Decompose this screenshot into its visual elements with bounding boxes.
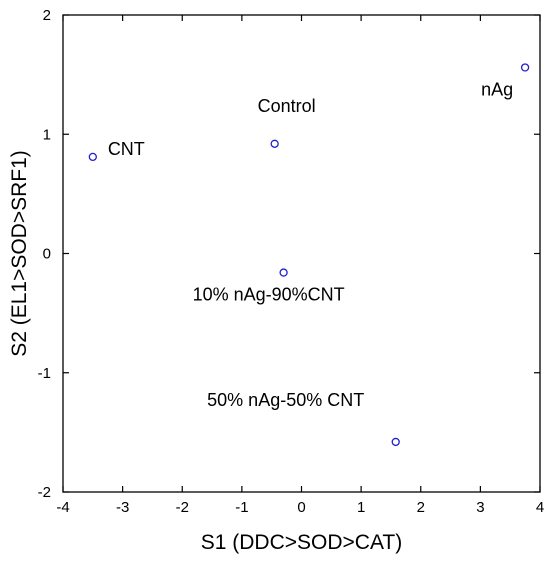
data-point xyxy=(391,437,400,447)
data-point xyxy=(270,139,279,148)
x-tick-label: 3 xyxy=(476,499,484,516)
x-tick-label: 0 xyxy=(297,499,305,516)
point-label: 10% nAg-90%CNT xyxy=(193,285,345,305)
x-tick-label: 1 xyxy=(357,499,365,516)
x-axis-title: S1 (DDC>SOD>CAT) xyxy=(201,531,402,554)
x-tick-label: -2 xyxy=(176,499,189,516)
x-tick-label: -1 xyxy=(235,499,248,516)
y-axis-title: S2 (EL1>SOD>SRF1) xyxy=(8,150,31,357)
point-labels: CNT Control nAg 10% nAg-90%CNT 50% nAg-50% C… xyxy=(108,79,513,409)
point-label: CNT xyxy=(108,139,145,159)
data-point xyxy=(520,63,530,72)
x-tick-label: 2 xyxy=(417,499,425,516)
point-label: Control xyxy=(258,96,316,116)
data-points xyxy=(88,63,530,447)
point-label: nAg xyxy=(481,79,513,99)
data-point xyxy=(279,268,288,277)
y-tick-label: 0 xyxy=(43,246,51,263)
y-tick-label: -2 xyxy=(38,484,51,501)
y-tick-label: 1 xyxy=(43,126,51,143)
point-label: 50% nAg-50% CNT xyxy=(207,390,364,410)
data-point xyxy=(88,152,97,162)
axis-ticks xyxy=(62,14,541,493)
y-tick-label: 2 xyxy=(43,7,51,24)
y-tick-label: -1 xyxy=(38,365,51,382)
x-tick-label: -4 xyxy=(56,499,69,516)
plot-frame xyxy=(62,14,541,493)
x-tick-label: -3 xyxy=(116,499,129,516)
tick-labels: -4 -3 -2 -1 0 1 2 3 4 -2 -1 0 1 2 xyxy=(38,7,545,516)
x-tick-label: 4 xyxy=(536,499,544,516)
